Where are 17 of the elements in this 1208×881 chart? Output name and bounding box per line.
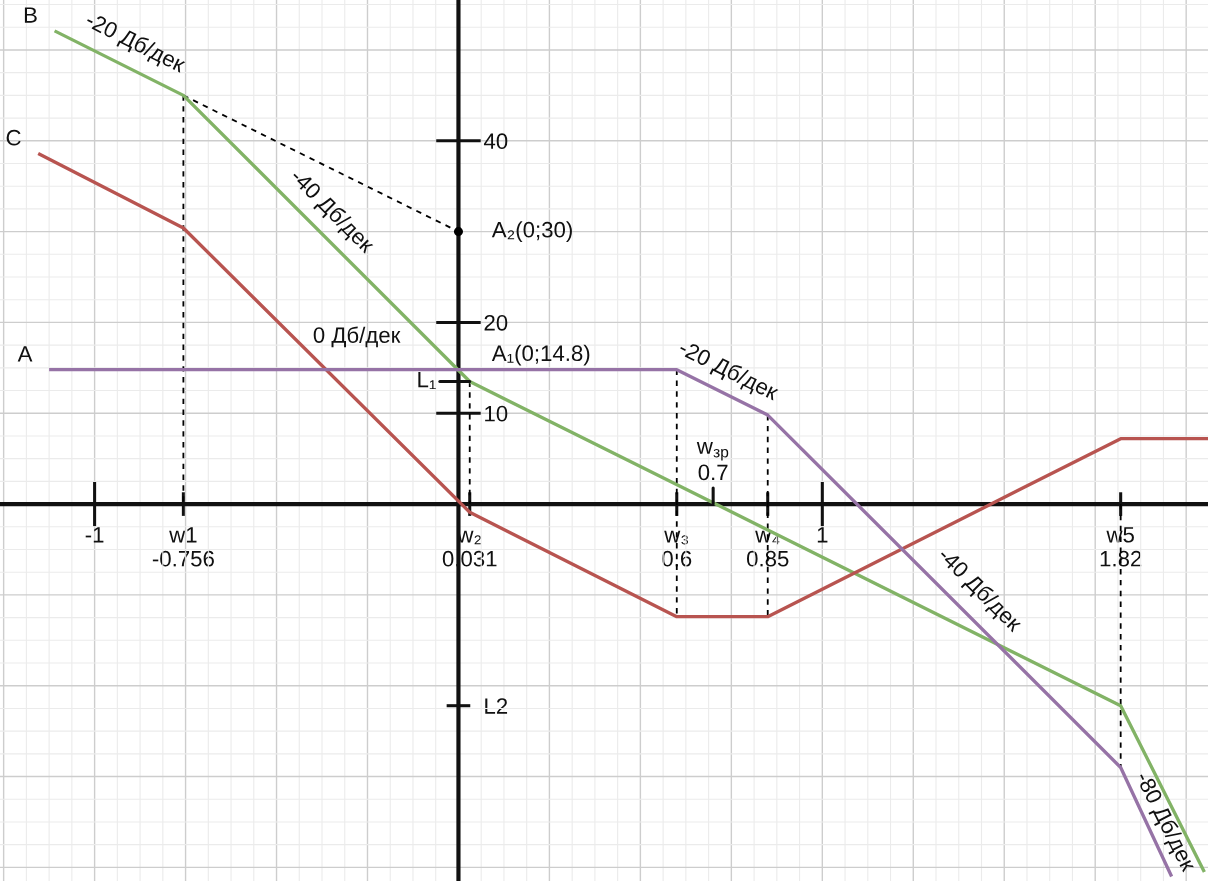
annotation: w$_{зр}$ 0.7 bbox=[696, 442, 729, 481]
y-tick-label: 40 bbox=[483, 133, 508, 150]
x-tick-label: 1 bbox=[817, 527, 828, 543]
annotation: L₁ bbox=[418, 371, 436, 390]
x-tick-label: -1 bbox=[85, 527, 104, 543]
y-tick-label: L2 bbox=[485, 698, 508, 714]
x-tick-label: w1 -0.756 bbox=[152, 527, 214, 567]
y-tick-label: 20 bbox=[484, 314, 508, 331]
x-tick-label: w5 1.82 bbox=[1100, 527, 1142, 567]
annotation: 0 Дб/дек bbox=[313, 326, 401, 348]
series-label: A bbox=[17, 346, 33, 362]
annotation: A₁(0;14.8) bbox=[491, 344, 590, 366]
annotation: A₂(0;30) bbox=[491, 221, 572, 242]
x-tick-label: w₃ 0.6 bbox=[662, 530, 692, 567]
series-label: B bbox=[24, 7, 37, 23]
series-label: C bbox=[6, 129, 21, 146]
y-tick-label: 10 bbox=[485, 405, 508, 422]
